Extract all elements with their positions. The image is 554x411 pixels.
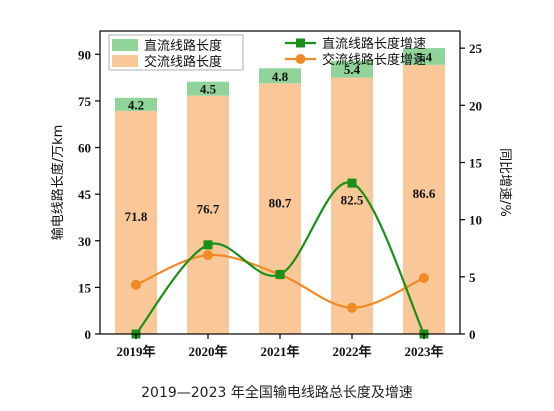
- dc-value-label: 5.4: [416, 49, 433, 64]
- ac-bar: [331, 77, 373, 334]
- dc-bar: [187, 81, 229, 96]
- y-tick-label: 75: [78, 94, 92, 109]
- legend-swatch: [112, 39, 138, 51]
- ac-bar: [187, 95, 229, 334]
- y-tick-label: 15: [78, 280, 92, 295]
- line-point: [131, 279, 141, 290]
- y-tick-label: 90: [78, 47, 91, 62]
- dc-bar: [331, 60, 373, 78]
- ac-value-label: 71.8: [125, 209, 148, 224]
- y2-tick-label: 15: [469, 155, 483, 170]
- y-tick-label: 30: [78, 234, 91, 249]
- line-point: [203, 250, 213, 261]
- y2-tick-label: 5: [469, 270, 476, 285]
- line-point: [347, 302, 357, 313]
- legend-label: 交流线路长度: [144, 54, 222, 70]
- growth-line: [135, 181, 425, 335]
- dc-value-label: 4.5: [200, 82, 217, 97]
- ac-value-label: 82.5: [341, 193, 364, 208]
- y2-axis-title: 同比增速/%: [497, 148, 512, 217]
- dc-bar: [115, 97, 157, 111]
- legend-label: 直流线路长度增速: [322, 36, 426, 52]
- dc-value-label: 4.2: [128, 97, 144, 112]
- y-axis-title: 输电线路长度/万km: [50, 125, 66, 241]
- x-tick-label: 2022年: [332, 344, 371, 359]
- x-tick-label: 2020年: [188, 344, 227, 359]
- axes: 0 15 30 45 60 75 90 0 5 10 15 20 25 2019年 2020年 2021年 20…: [78, 41, 483, 359]
- figure-caption: 2019—2023 年全国输电线路总长度及增速: [141, 385, 413, 401]
- legend-swatch: [112, 55, 138, 67]
- legend-marker: [296, 38, 305, 48]
- y2-tick-label: 0: [469, 327, 476, 342]
- legend-label: 直流线路长度: [144, 38, 222, 54]
- line-point: [275, 270, 285, 280]
- ac-bar: [259, 83, 301, 334]
- x-tick-label: 2021年: [260, 344, 299, 359]
- dc-bars: [115, 48, 445, 111]
- ac-bar: [403, 64, 445, 335]
- line-point: [347, 178, 357, 188]
- line-point: [419, 272, 429, 283]
- line-point: [203, 240, 213, 250]
- dc-value-label: 5.4: [344, 62, 361, 77]
- dc-bar: [403, 48, 445, 65]
- ac-value-label: 76.7: [197, 202, 220, 217]
- y2-tick-label: 10: [469, 213, 482, 228]
- y-tick-label: 45: [78, 187, 92, 202]
- legend-marker: [295, 54, 306, 64]
- y-tick-label: 60: [78, 141, 91, 156]
- x-tick-label: 2019年: [116, 344, 155, 359]
- y2-tick-label: 20: [469, 98, 482, 113]
- value-labels: 71.8 4.2 76.7 4.5 80.7 4.8 82.5 5.4 86.6 5.4: [125, 49, 436, 224]
- dc-value-label: 4.8: [272, 69, 289, 84]
- y2-tick-label: 25: [469, 41, 483, 56]
- legend-label: 交流线路长度增速: [322, 52, 426, 68]
- ac-bar: [115, 110, 157, 334]
- y-tick-label: 0: [85, 327, 92, 342]
- x-tick-label: 2023年: [404, 344, 443, 359]
- ac-bars: [115, 64, 445, 335]
- ac-value-label: 80.7: [269, 195, 292, 210]
- chart: 71.8 4.2 76.7 4.5 80.7 4.8 82.5 5.4 86.6 5.4 0 15 3…: [50, 30, 512, 359]
- dc-bar: [259, 68, 301, 84]
- ac-value-label: 86.6: [413, 186, 436, 201]
